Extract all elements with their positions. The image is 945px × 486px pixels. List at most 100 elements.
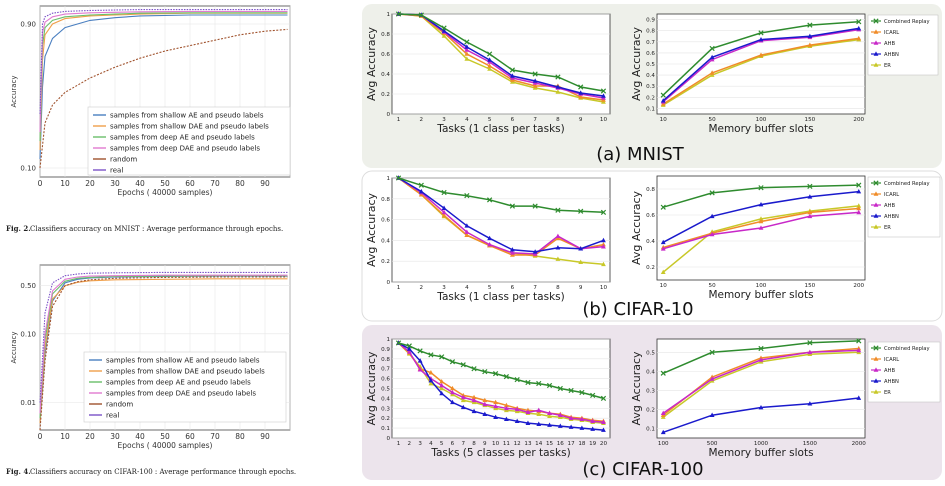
cifar100-tasks-xtick-label: 6 (451, 441, 455, 447)
cifar100-tasks-point (600, 395, 607, 402)
cifar10-tasks-point (601, 261, 606, 267)
cifar10-tasks-point (441, 205, 447, 210)
cifar10-memory-legend-label: AHB (884, 203, 895, 209)
cifar100-tasks-point (503, 373, 510, 380)
cifar100-tasks-point (546, 382, 553, 389)
mnist-tasks-point (555, 89, 561, 94)
mnist-tasks-xtick-label: 1 (397, 117, 401, 123)
cifar-legend-label: real (106, 412, 119, 420)
cifar100-tasks-xtick-label: 1 (397, 441, 401, 447)
cifar100-tasks-point (514, 376, 520, 383)
mnist-legend-label: random (110, 156, 137, 164)
mnist-memory-xtick-label: 10 (660, 117, 668, 123)
mnist-chart: 0 10 20 30 40 50 60 70 80 90 0.10 0.90 Accuracy Epoch… (10, 5, 291, 197)
cifar10-memory-point (709, 231, 715, 237)
cifar100-memory-xtick-label: 2000 (852, 441, 867, 447)
mnist-legend-label: samples from deep DAE and pseudo labels (110, 145, 260, 153)
mnist-memory-xlabel: Memory buffer slots (708, 123, 813, 135)
cifar100-tasks-ytick-label: 0.2 (381, 416, 390, 422)
cifar100-tasks-point (417, 358, 423, 363)
cifar-series-line (39, 278, 288, 424)
cifar100-tasks-point (482, 397, 488, 403)
mnist-xtick-label: 40 (135, 179, 145, 188)
mnist-memory-point (856, 19, 862, 25)
cifar100-tasks-ytick-label: 1 (386, 337, 390, 343)
cifar100-tasks-point (514, 418, 520, 423)
mnist-tasks-point (441, 33, 447, 38)
cifar100-tasks-point (568, 387, 574, 394)
cifar100-memory-legend-label: Combined Replay (884, 346, 930, 352)
mnist-memory-xtick-label: 150 (805, 117, 816, 123)
cifar100-memory-point (758, 357, 764, 362)
cifar100-memory-point (807, 340, 813, 346)
cifar10-memory-point (758, 216, 764, 221)
cifar10-memory-point (758, 218, 764, 224)
mnist-legend-label: real (110, 167, 123, 175)
cifar100-memory-point (709, 349, 715, 355)
cifar10-tasks-ytick-label: 1 (386, 176, 390, 182)
mnist-xtick-label: 60 (185, 179, 195, 188)
cifar100-tasks-point (547, 422, 552, 427)
cifar10-memory-point (807, 209, 813, 215)
cifar10-memory-point (709, 190, 715, 196)
cifar100-tasks-point (406, 346, 412, 351)
cifar100-tasks-point (590, 418, 596, 423)
cifar-series-line (39, 276, 288, 431)
mnist-memory-point (807, 22, 813, 28)
mnist-memory-point (660, 101, 666, 106)
mnist-memory-xtick-label: 100 (756, 117, 767, 123)
cifar10-tasks-point (509, 250, 515, 255)
cifar10-tasks-xtick-label: 7 (533, 285, 537, 291)
cifar10-tasks-point (509, 247, 515, 252)
cifar10-memory-point (758, 185, 764, 191)
mnist-tasks-point (464, 51, 470, 56)
cifar10-memory-xtick-label: 10 (660, 283, 668, 289)
cifar10-memory-ylabel: Avg Accuracy (630, 190, 643, 265)
mnist-memory-legend-label: AHBN (884, 52, 899, 58)
cifar100-tasks-xtick-label: 5 (440, 441, 444, 447)
cifar100-tasks-point (536, 407, 542, 413)
mnist-tasks-point (509, 67, 516, 73)
cifar10-tasks-point (486, 197, 493, 203)
cifar100-tasks-point (460, 362, 466, 368)
cifar100-tasks-point (450, 385, 455, 391)
mnist-tasks-xtick-label: 2 (420, 117, 424, 123)
cifar-series-line (39, 274, 288, 414)
cifar10-memory-point (856, 203, 862, 208)
panel-title-mnist: (a) MNIST (596, 144, 685, 165)
cifar100-tasks-xtick-label: 7 (461, 441, 465, 447)
cifar100-memory-xtick-label: 1000 (754, 441, 769, 447)
cifar100-tasks-point (568, 424, 574, 429)
cifar100-tasks-point (428, 377, 434, 383)
cifar10-tasks-series-line (398, 177, 604, 255)
mnist-xtick-label: 70 (210, 179, 220, 188)
cifar10-memory-legend-marker (873, 224, 879, 229)
cifar100-tasks-point (450, 399, 455, 405)
cifar100-memory-point (660, 429, 666, 435)
cifar100-tasks-point (417, 348, 423, 354)
cifar100-tasks-ytick-label: 0 (386, 436, 390, 442)
cifar10-tasks-ytick-label: 0.6 (381, 218, 390, 224)
mnist-memory-ytick-label: 0.8 (646, 29, 655, 35)
cifar100-tasks-xtick-label: 2 (408, 441, 412, 447)
cifar100-tasks-point (568, 415, 574, 420)
mnist-tasks-series-line (398, 13, 604, 92)
cifar100-tasks-xtick-label: 12 (514, 441, 521, 447)
cifar-ylabel: Accuracy (10, 332, 18, 364)
mnist-memory-point (709, 72, 715, 77)
cifar10-memory-point (709, 213, 715, 219)
mnist-memory-legend-label: ER (884, 63, 891, 69)
cifar100-memory-legend-marker (873, 356, 879, 361)
mnist-tasks-series-line (398, 13, 604, 103)
cifar10-tasks-point (464, 229, 470, 234)
mnist-xtick-label: 30 (110, 179, 120, 188)
cifar10-tasks-point (532, 249, 538, 254)
cifar100-tasks-point (449, 359, 456, 365)
mnist-series-line (39, 28, 288, 169)
cifar100-tasks-point (557, 385, 563, 392)
mnist-tasks-xtick-label: 7 (533, 117, 537, 123)
cifar10-tasks-point (601, 244, 606, 249)
mnist-memory-ytick-label: 0.2 (646, 95, 655, 101)
cifar-xtick-label: 20 (85, 432, 95, 441)
